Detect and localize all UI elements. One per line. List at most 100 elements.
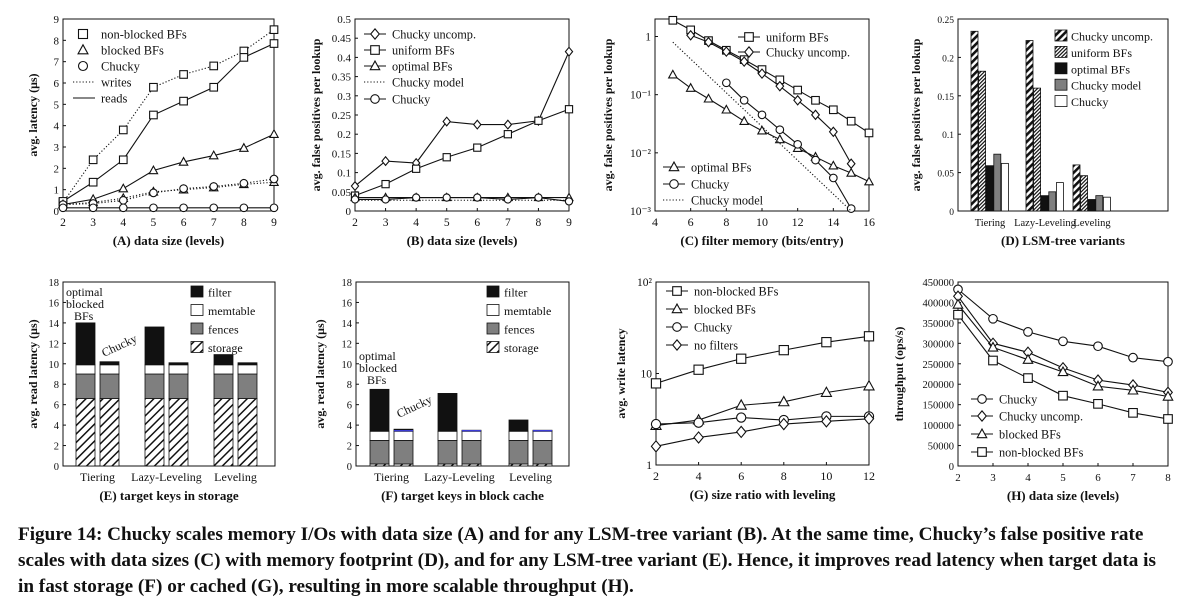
data-point	[269, 25, 279, 35]
data-point	[846, 167, 857, 177]
data-point	[778, 417, 790, 431]
bar-segment-filter	[437, 393, 458, 432]
data-point	[846, 116, 856, 126]
annotation-optimal: optimal	[359, 349, 396, 363]
x-tick-label: 7	[505, 217, 511, 229]
y-tick-label: 2	[347, 442, 352, 453]
data-point	[209, 61, 219, 71]
bar-segment-memtable	[532, 430, 553, 441]
legend-label: uniform BFs	[392, 44, 455, 58]
y-tick-label: 300000	[923, 339, 955, 350]
legend-label: optimal BFs	[691, 161, 752, 175]
y-tick-label: 18	[342, 278, 353, 289]
bar-segment-filter	[369, 388, 390, 432]
legend-marker	[370, 94, 380, 104]
x-axis-label: (F) target keys in block cache	[381, 488, 544, 503]
data-point	[757, 110, 767, 120]
bar-segment-fences	[437, 440, 458, 465]
data-point	[269, 203, 279, 213]
data-point	[381, 195, 390, 204]
data-point	[987, 341, 999, 352]
data-point	[1092, 380, 1104, 391]
y-axis-label: avg. read latency (μs)	[26, 319, 40, 428]
y-tick-label: 0.45	[332, 33, 352, 45]
x-tick-label: 6	[738, 469, 744, 483]
x-tick-label: 5	[151, 217, 157, 229]
x-tick-label: 5	[444, 217, 450, 229]
y-tick-label: 6	[54, 401, 59, 412]
bar-segment-memtable	[461, 430, 482, 441]
y-tick-label: 0.05	[937, 170, 954, 180]
series-line	[672, 41, 852, 212]
data-point	[739, 56, 749, 68]
y-tick-label: 1	[54, 185, 60, 197]
legend-marker	[668, 160, 680, 172]
series-line	[655, 385, 870, 427]
data-point	[1128, 407, 1138, 418]
y-tick-label: 10⁻¹	[630, 90, 652, 102]
bar-segment-fences	[144, 373, 165, 399]
bar-segment-memtable	[75, 364, 96, 375]
y-tick-label: 4	[54, 421, 60, 432]
panel-g-write-latency-size-ratio: 1 10 10² 2 4 6 8 10 12 (G) size ratio with leveli…	[614, 277, 875, 502]
y-tick-label: 0.3	[337, 91, 351, 103]
bar-segment-filter	[144, 326, 165, 366]
bar-segment-memtable	[437, 430, 458, 441]
y-tick-label: 0.2	[942, 54, 954, 64]
bar-segment-fences	[99, 373, 120, 399]
y-tick-label: 10⁻²	[630, 148, 652, 160]
data-point	[473, 143, 482, 152]
y-tick-label: 4	[347, 421, 353, 432]
data-point	[650, 418, 662, 430]
data-point	[209, 82, 219, 92]
legend-marker	[369, 27, 381, 41]
x-tick-label: 5	[1060, 472, 1066, 484]
bar-segment-fences	[237, 373, 258, 399]
y-tick-label: 0	[347, 462, 352, 473]
data-point	[564, 105, 574, 114]
x-tick-label: 6	[474, 217, 480, 229]
panel-d-false-positives-by-variant: 0 0.05 0.1 0.15 0.2 0.25 (D) LSM-tree variants…	[909, 16, 1169, 248]
y-tick-label: 8	[54, 35, 60, 47]
legend-marker	[77, 28, 89, 40]
data-point	[693, 364, 704, 375]
y-tick-label: 10	[342, 360, 353, 371]
data-point	[821, 414, 832, 428]
legend-swatch	[1054, 46, 1068, 58]
y-tick-label: 10²	[637, 277, 653, 289]
y-axis-label: avg. write latency	[614, 328, 628, 418]
bar	[1095, 195, 1104, 212]
figure-caption: Figure 14: Chucky scales memory I/Os wit…	[18, 524, 1156, 597]
y-tick-label: 0.25	[332, 110, 352, 122]
bar	[978, 70, 986, 212]
bar-segment-memtable	[213, 364, 234, 375]
legend-swatch	[190, 341, 204, 353]
y-tick-label: 14	[342, 319, 353, 330]
data-point	[381, 179, 390, 189]
x-tick-label: 3	[90, 217, 96, 229]
data-point	[179, 184, 188, 193]
data-point	[472, 119, 482, 130]
legend-label: filter	[208, 286, 231, 300]
x-tick-label: 2	[352, 217, 358, 229]
data-point	[1023, 327, 1033, 337]
y-axis-label: avg. latency (μs)	[26, 73, 40, 156]
y-tick-label: 6	[347, 401, 352, 412]
panel-b-false-positives-vs-data-size: 0 0.05 0.1 0.15 0.2 0.25 0.3 0.35 0.4 0.45 0.5 2 3 4 5…	[309, 14, 574, 248]
data-point	[564, 197, 574, 206]
y-axis-label: avg. read latency (μs)	[313, 319, 327, 428]
legend-swatch	[190, 285, 204, 298]
y-tick-label: 0	[54, 206, 60, 218]
data-point	[863, 412, 875, 426]
x-tick-label: 7	[211, 217, 217, 229]
data-point	[721, 46, 731, 58]
x-tick-label: 9	[271, 217, 277, 229]
legend-swatch	[486, 285, 500, 298]
x-tick-label: 4	[652, 215, 658, 229]
bar-segment-filter	[99, 361, 120, 366]
panel-c-false-positives-vs-memory: 10⁻³10⁻²10⁻¹14 6 8 10 12 14 16(C) filter memor…	[601, 15, 875, 248]
x-tick-label: 16	[863, 215, 875, 229]
y-tick-label: 16	[342, 298, 353, 309]
bar-segment-fences	[461, 440, 482, 465]
x-category-label: Leveling	[509, 470, 552, 484]
